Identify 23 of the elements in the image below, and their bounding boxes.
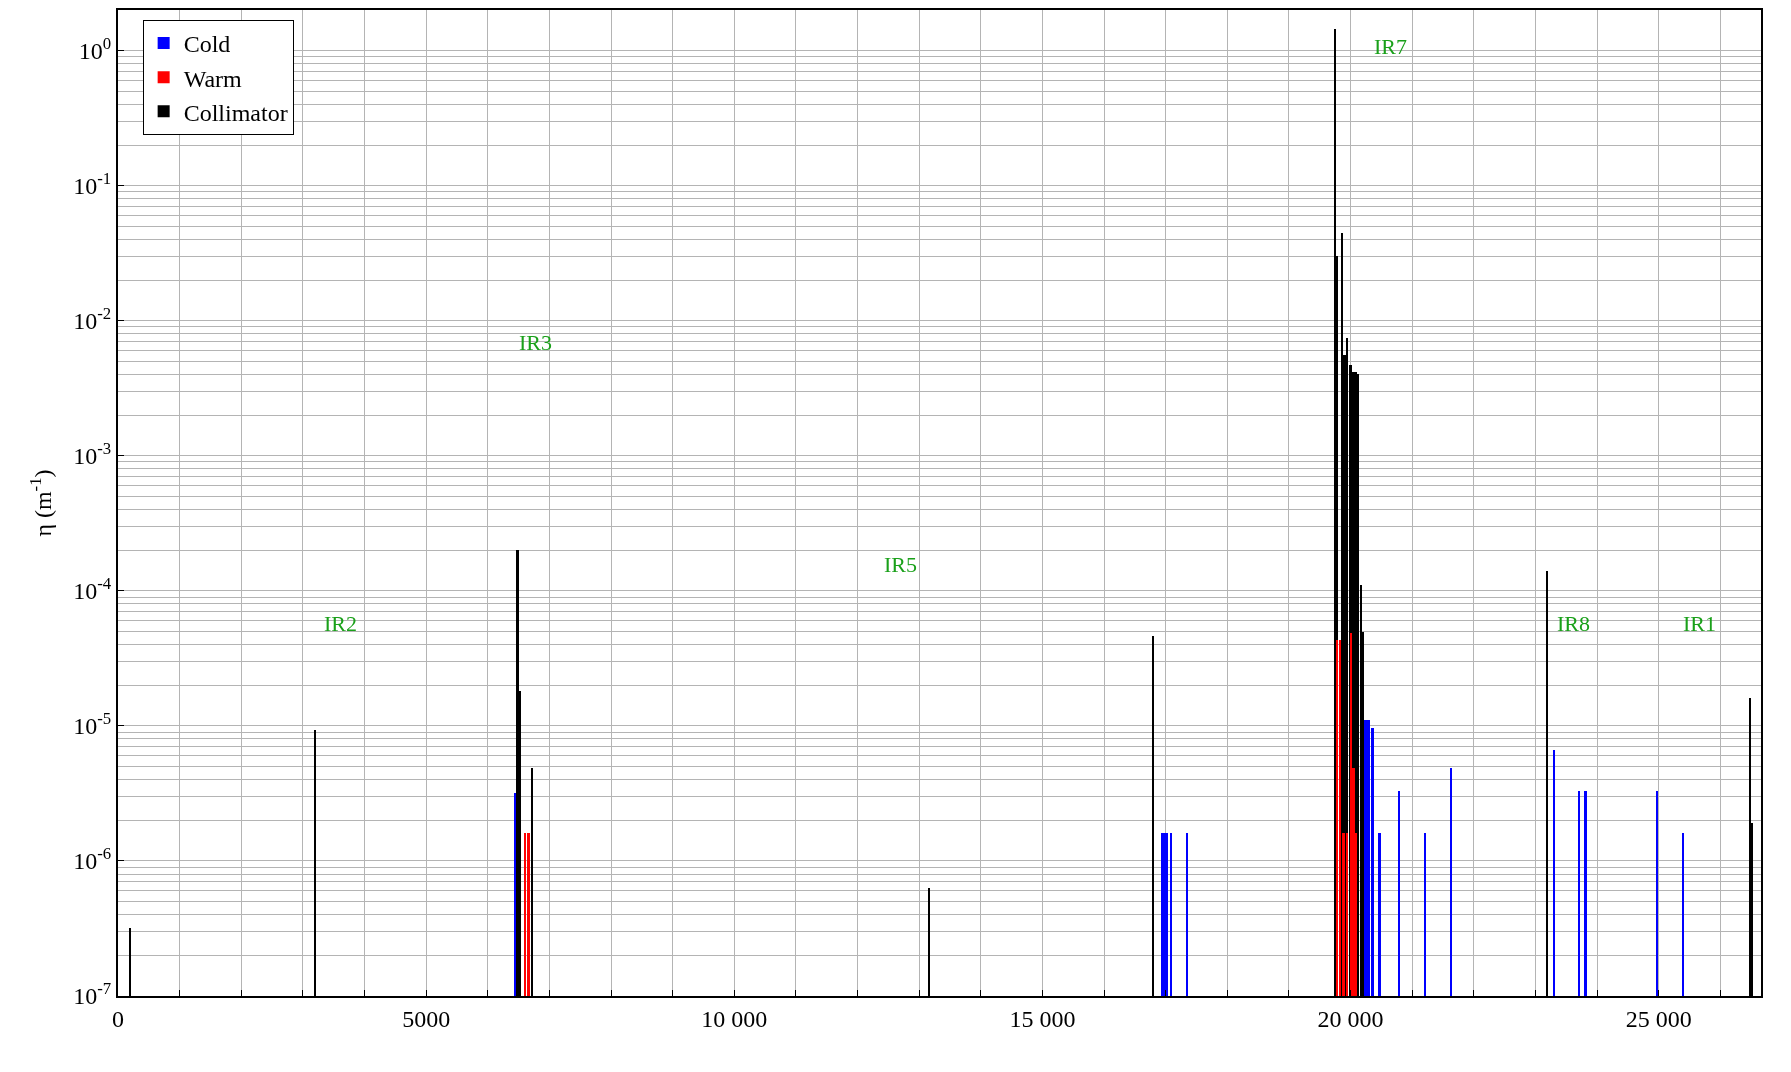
y-tick-label: 10$^{-2}$ — [73, 304, 112, 335]
x-tick-label: 15 000 — [1009, 1005, 1076, 1032]
legend-label: Cold — [183, 31, 231, 58]
x-tick-label: 10 000 — [701, 1005, 768, 1032]
annotation: IR3 — [519, 330, 552, 355]
x-tick-label: 20 000 — [1317, 1005, 1384, 1032]
y-tick-label: 10$^{-3}$ — [73, 439, 112, 470]
y-tick-label: 10$^{-7}$ — [73, 979, 112, 1010]
x-tick-label: 0 — [112, 1005, 124, 1032]
y-tick-label: 10$^{-4}$ — [73, 574, 112, 605]
legend-label: Collimator — [183, 99, 288, 126]
annotation: IR1 — [1683, 611, 1716, 636]
annotation: IR7 — [1374, 34, 1407, 59]
x-tick-label: 25 000 — [1625, 1005, 1692, 1032]
y-tick-label: 10$^{0}$ — [78, 33, 112, 65]
annotation: IR2 — [324, 611, 357, 636]
annotation: IR8 — [1557, 611, 1590, 636]
y-tick-label: 10$^{-5}$ — [73, 709, 112, 740]
legend-label: Warm — [183, 65, 243, 92]
y-tick-label: 10$^{-1}$ — [73, 169, 112, 200]
x-tick-label: 5000 — [402, 1005, 451, 1032]
y-tick-label: 10$^{-6}$ — [73, 844, 112, 875]
annotation: IR5 — [884, 552, 917, 577]
